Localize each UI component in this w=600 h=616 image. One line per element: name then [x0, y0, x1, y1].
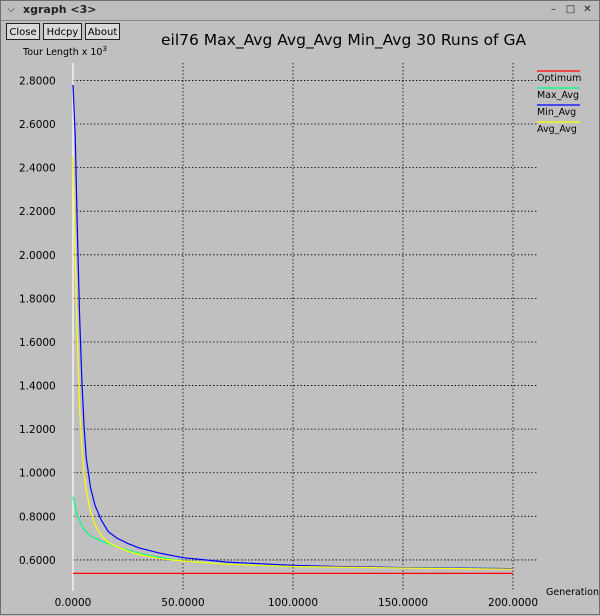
legend-entry-avg-avg: Avg_Avg — [537, 124, 577, 135]
chevron-down-icon[interactable]: ⌵ — [7, 4, 15, 15]
chart-title: eil76 Max_Avg Avg_Avg Min_Avg 30 Runs of… — [161, 31, 527, 49]
y-tick-label: 1.0000 — [19, 468, 56, 480]
y-tick-label: 2.2000 — [19, 206, 56, 218]
hdcpy-button[interactable]: Hdcpy — [43, 23, 82, 40]
x-tick-label: 100.0000 — [268, 597, 318, 609]
window-title: xgraph <3> — [23, 3, 97, 16]
close-icon[interactable]: ✕ — [583, 4, 592, 15]
y-axis-label: Tour Length x 103 — [23, 45, 107, 59]
x-tick-label: 200.0000 — [488, 597, 538, 609]
y-tick-label: 1.2000 — [19, 424, 56, 436]
legend-entry-max-avg: Max_Avg — [537, 90, 579, 101]
y-tick-label: 2.6000 — [19, 119, 56, 131]
y-tick-label: 1.4000 — [19, 381, 56, 393]
x-axis-label: Generation — [546, 587, 599, 598]
x-tick-label: 150.0000 — [378, 597, 428, 609]
series-line-avg-avg — [72, 156, 514, 570]
y-tick-label: 2.0000 — [19, 250, 56, 262]
y-tick-label: 1.8000 — [19, 293, 56, 305]
y-tick-label: 0.6000 — [19, 555, 56, 567]
x-tick-label: 50.0000 — [161, 597, 204, 609]
legend-entry-min-avg: Min_Avg — [537, 107, 576, 118]
y-tick-label: 1.6000 — [19, 337, 56, 349]
series-line-min-avg — [72, 84, 514, 570]
legend-entry-optimum: Optimum — [537, 73, 581, 84]
y-tick-label: 2.4000 — [19, 163, 56, 175]
maximize-icon[interactable]: □ — [565, 4, 576, 15]
y-tick-label: 2.8000 — [19, 75, 56, 87]
y-tick-label: 0.8000 — [19, 511, 56, 523]
close-button[interactable]: Close — [6, 23, 40, 40]
minimize-icon[interactable]: – — [551, 4, 556, 15]
about-button[interactable]: About — [85, 23, 120, 40]
x-tick-label: 0.0000 — [55, 597, 92, 609]
window-titlebar[interactable]: ⌵ xgraph <3> – □ ✕ — [1, 1, 599, 21]
